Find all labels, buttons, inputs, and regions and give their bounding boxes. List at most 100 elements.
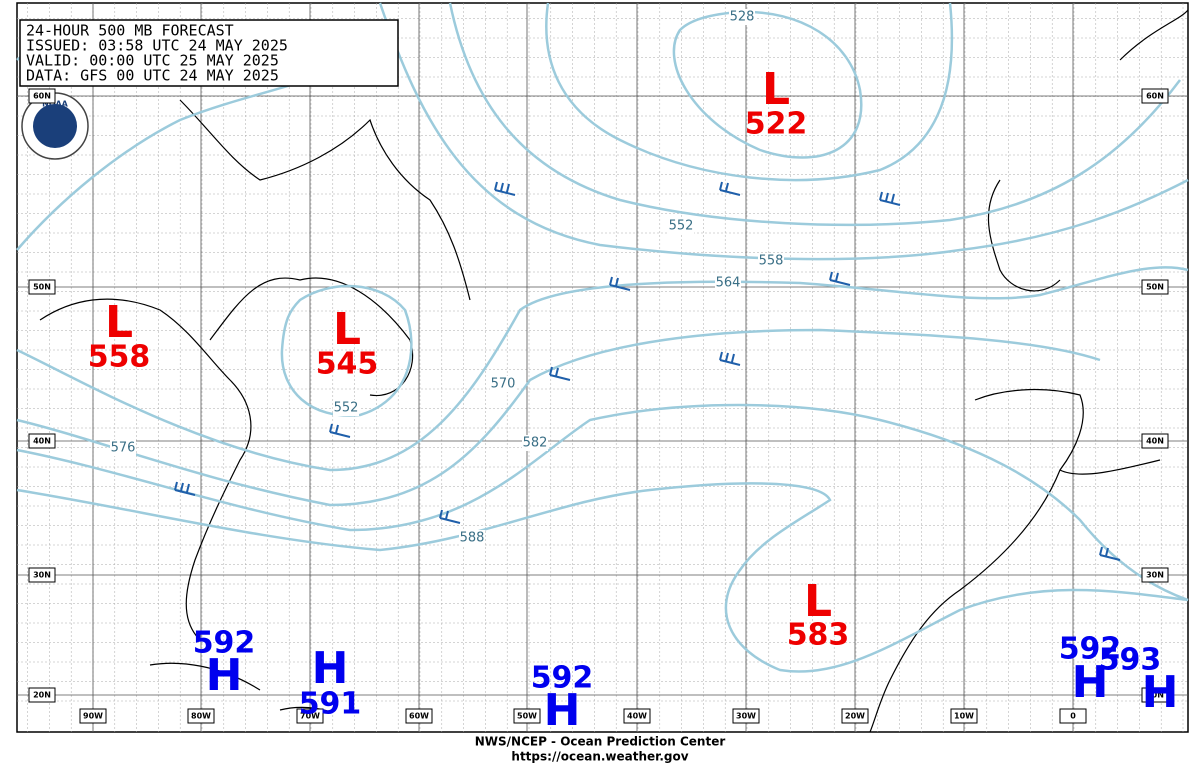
logo-inner: [33, 104, 77, 148]
footer-line: https://ocean.weather.gov: [511, 750, 688, 764]
system-value: 592: [531, 661, 594, 696]
label-box: [1059, 708, 1087, 724]
wind-barb: [329, 423, 351, 438]
lat-label: 30N: [1146, 571, 1164, 580]
lon-label: 90W: [83, 712, 103, 721]
label-box: [28, 88, 56, 104]
system-value: 592: [1059, 632, 1122, 667]
label-box: [841, 708, 869, 724]
map-frame: [16, 2, 1189, 733]
lat-label: 60N: [1146, 92, 1164, 101]
header-line: DATA: GFS 00 UTC 24 MAY 2025: [26, 67, 279, 85]
label-box: [1141, 88, 1169, 104]
lat-label: 50N: [1146, 283, 1164, 292]
wind-barb: [719, 351, 741, 366]
contour-label-bg: [459, 530, 485, 546]
footer-line: NWS/NCEP - Ocean Prediction Center: [475, 735, 726, 749]
contour: [378, 2, 1189, 261]
lat-label: 40N: [33, 437, 51, 446]
header-line: VALID: 00:00 UTC 25 MAY 2025: [26, 52, 279, 70]
lat-label: 60N: [33, 92, 51, 101]
label-box: [623, 708, 651, 724]
wind-barb: [494, 181, 516, 196]
lon-label: 40W: [627, 712, 647, 721]
label-box: [732, 708, 760, 724]
contour-label-bg: [522, 435, 548, 451]
contours: [16, 2, 1189, 673]
wind-barb: [829, 271, 851, 286]
coastlines: [39, 9, 1189, 733]
coastline: [987, 9, 1189, 292]
contour-label: 552: [669, 219, 694, 234]
system-letter: H: [1142, 667, 1179, 718]
system-letter: L: [105, 297, 133, 348]
label-box: [950, 708, 978, 724]
header-box: [19, 19, 399, 87]
contour: [16, 482, 1189, 673]
contour-label-bg: [729, 9, 755, 25]
system-letter: L: [804, 576, 832, 627]
label-box: [296, 708, 324, 724]
coastline: [869, 388, 1161, 733]
wind-barb: [719, 181, 741, 196]
wind-barb: [879, 191, 901, 206]
label-box: [28, 279, 56, 295]
contour: [16, 328, 1101, 507]
lon-label: 50W: [517, 712, 537, 721]
system-value: 558: [88, 340, 151, 375]
lon-label: 20W: [845, 712, 865, 721]
label-box: [1141, 567, 1169, 583]
system-letter: H: [1072, 657, 1109, 708]
coastline: [39, 298, 252, 641]
contour: [280, 284, 413, 417]
system-letter: L: [333, 304, 361, 355]
wind-barb: [174, 481, 196, 496]
contour-label: 582: [523, 436, 548, 451]
lat-label: 30N: [33, 571, 51, 580]
system-value: 583: [787, 618, 850, 653]
contour-label-bg: [490, 376, 516, 392]
system-value: 545: [316, 347, 379, 382]
label-box: [187, 708, 215, 724]
wind-barb: [609, 276, 631, 291]
contour-label-bg: [758, 253, 784, 269]
label-box: [79, 708, 107, 724]
label-box: [28, 567, 56, 583]
contour: [545, 2, 954, 182]
contour-label: 570: [491, 377, 516, 392]
contour: [448, 2, 1181, 227]
system-value: 591: [299, 687, 362, 722]
contour-label-bg: [715, 275, 741, 291]
labels: 90W 80W 70W 60W 50W 40W 30W 20W 10W 0 60N 60N 50N 50N…: [28, 9, 1179, 736]
coastline: [149, 662, 331, 713]
lon-label: 10W: [954, 712, 974, 721]
label-box: [1141, 687, 1169, 703]
lon-label: 80W: [191, 712, 211, 721]
contour-label-bg: [333, 400, 359, 416]
contour-label-bg: [110, 440, 136, 456]
header-line: 24-HOUR 500 MB FORECAST: [26, 22, 234, 40]
contour-label: 528: [730, 10, 755, 25]
label-box: [1141, 433, 1169, 449]
wind-barb: [1099, 546, 1121, 561]
label-box: [1141, 279, 1169, 295]
wind-barbs: [174, 181, 1121, 561]
contour: [16, 403, 1189, 602]
label-box: [513, 708, 541, 724]
lat-label: 40N: [1146, 437, 1164, 446]
system-letter: H: [206, 650, 243, 701]
lon-label: 30W: [736, 712, 756, 721]
label-box: [28, 687, 56, 703]
lon-label: 60W: [409, 712, 429, 721]
contour-label: 552: [334, 401, 359, 416]
contour-label-bg: [668, 218, 694, 234]
lon-label: 0: [1070, 712, 1076, 721]
contour-label: 564: [716, 276, 741, 291]
wind-barb: [439, 509, 461, 524]
system-letter: H: [544, 685, 581, 736]
logo-text: NOAA: [42, 100, 68, 109]
contour-label: 558: [759, 254, 784, 269]
wind-barb: [549, 366, 571, 381]
lat-label: 50N: [33, 283, 51, 292]
